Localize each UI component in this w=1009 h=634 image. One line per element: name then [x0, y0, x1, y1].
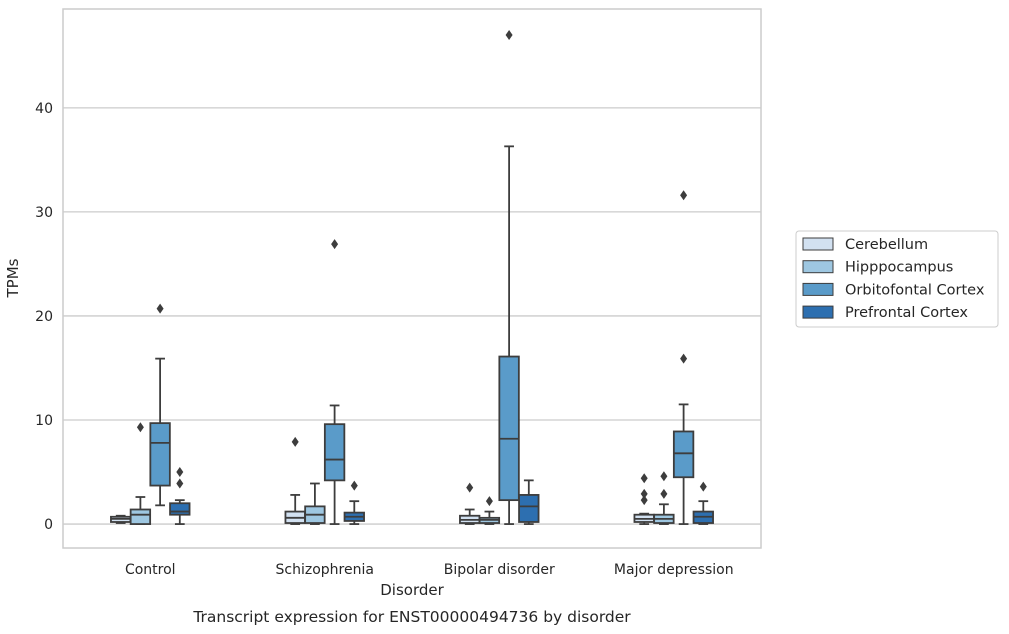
box-body [169, 502, 191, 516]
outlier-point [660, 471, 668, 482]
x-tick-labels: Control Schizophrenia Bipolar disorder Majo… [125, 562, 734, 578]
box-2-3 [672, 190, 695, 525]
outlier-point [176, 467, 184, 478]
legend-swatch-3 [802, 305, 834, 319]
legend-label-3: Prefrontal Cortex [845, 305, 968, 321]
y-tick-label-30: 30 [35, 205, 53, 221]
y-tick-label-40: 40 [35, 101, 53, 117]
legend: Cerebellum Hipppocampus Orbitofontal Corte… [795, 230, 999, 328]
legend-label-2: Orbitofontal Cortex [845, 282, 985, 298]
box-2-1 [323, 239, 346, 525]
box-body [323, 423, 346, 482]
x-axis-title: Disorder [380, 581, 444, 599]
legend-frame [795, 230, 999, 328]
outlier-point [350, 480, 358, 491]
box-3-1 [343, 480, 365, 525]
outlier-point [485, 496, 493, 507]
outlier-point [640, 488, 648, 499]
box-3-3 [692, 481, 714, 525]
outlier-point [291, 436, 299, 447]
box-2-0 [149, 303, 171, 507]
outlier-point [699, 481, 707, 492]
box-body [149, 422, 171, 487]
outlier-point [640, 495, 648, 506]
legend-swatch-1 [802, 260, 834, 274]
box-0-2 [459, 482, 481, 525]
x-tick-label-0: Control [125, 562, 176, 578]
x-tick-label-2: Bipolar disorder [444, 562, 555, 578]
box-0-1 [284, 436, 306, 525]
outlier-point [136, 422, 144, 433]
outlier-point [156, 303, 164, 314]
legend-swatch-0 [802, 237, 834, 251]
legend-label-1: Hipppocampus [845, 260, 953, 276]
outlier-point [680, 190, 688, 201]
outlier-point [680, 353, 688, 364]
legend-label-0: Cerebellum [845, 237, 928, 253]
box-body [498, 355, 520, 502]
box-1-2 [478, 496, 501, 525]
outlier-point [640, 473, 648, 484]
box-body [129, 508, 152, 525]
outlier-point [505, 30, 513, 41]
outlier-point [660, 488, 668, 499]
box-1-3 [653, 471, 675, 525]
outlier-point [331, 239, 339, 250]
y-axis-title: TPMs [4, 258, 22, 298]
boxes [110, 30, 714, 525]
x-tick-label-1: Schizophrenia [276, 562, 374, 578]
box-2-2 [498, 30, 520, 525]
y-tick-label-10: 10 [35, 413, 53, 429]
plot-frame [62, 8, 762, 549]
y-tick-labels: 0 10 20 30 40 [35, 101, 53, 533]
box-1-1 [304, 482, 326, 525]
legend-swatch-2 [802, 282, 834, 296]
box-0-0 [110, 514, 132, 524]
y-tick-label-0: 0 [44, 517, 53, 533]
chart-caption: Transcript expression for ENST0000049473… [192, 608, 631, 626]
outlier-point [176, 478, 184, 489]
plot-area [63, 9, 761, 548]
box-body [518, 494, 540, 523]
box-3-0 [169, 467, 191, 525]
x-tick-label-3: Major depression [614, 562, 734, 578]
box-body [672, 430, 695, 479]
box-1-0 [129, 422, 152, 525]
box-3-2 [518, 479, 540, 525]
outlier-point [466, 482, 474, 493]
y-tick-label-20: 20 [35, 309, 53, 325]
